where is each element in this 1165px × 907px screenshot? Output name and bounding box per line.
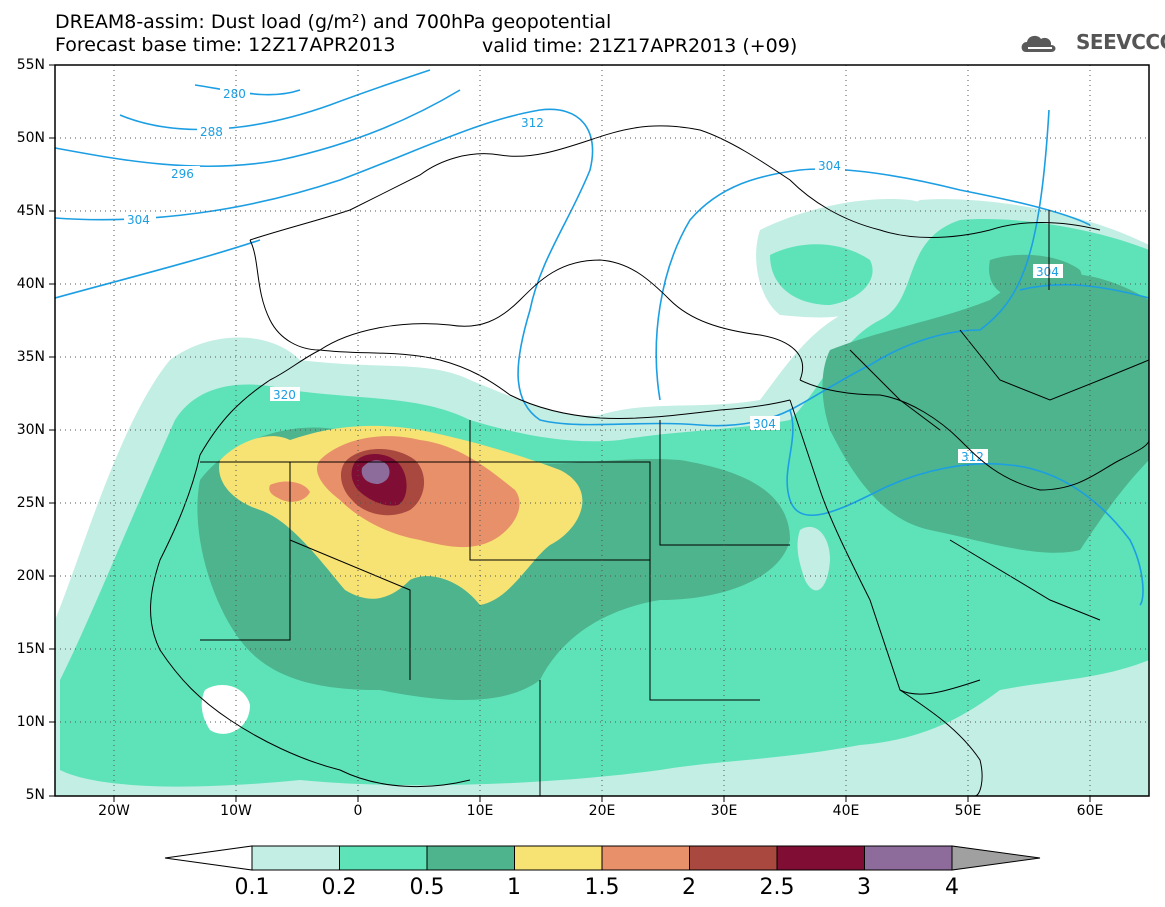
colorbar-bin-6 (689, 845, 778, 871)
no-dust-red-sea (797, 526, 830, 591)
contour-label-288: 288 (200, 125, 223, 139)
forecast-base-time: Forecast base time: 12Z17APR2013 (55, 34, 396, 56)
colorbar-under (164, 845, 253, 871)
colorbar-bin-7 (776, 845, 865, 871)
contour-label-304-caspian: 304 (1036, 265, 1059, 279)
colorbar-label-0.1: 0.1 (234, 875, 270, 900)
axis-ticks (49, 64, 1091, 802)
colorbar-bin-5 (601, 845, 690, 871)
dust-level-3 (361, 460, 390, 484)
colorbar-bin-2 (339, 845, 428, 871)
lat-label-50n: 50N (16, 130, 45, 146)
lon-label-0: 0 (353, 803, 363, 819)
contour-label-312: 312 (521, 116, 544, 130)
lon-label-40e: 40E (832, 803, 860, 819)
colorbar-label-2: 2 (682, 875, 696, 900)
contour-label-312-gulf: 312 (961, 450, 984, 464)
lon-label-20e: 20E (588, 803, 616, 819)
dust-level-0.2-north (770, 244, 873, 305)
colorbar-bin-1 (251, 845, 340, 871)
contour-label-280: 280 (223, 87, 246, 101)
contour-label-320: 320 (273, 388, 296, 402)
lat-label-15n: 15N (16, 641, 45, 657)
valid-time: valid time: 21Z17APR2013 (+09) (482, 35, 798, 57)
colorbar-label-2.5: 2.5 (759, 875, 795, 900)
coastlines (150, 125, 1149, 796)
contour-label-296: 296 (171, 167, 194, 181)
contour-labels: 280 288 296 304 312 304 304 304 320 312 (124, 86, 1063, 464)
colorbar-bin-8 (864, 845, 953, 871)
graticule (55, 65, 1149, 796)
colorbar-label-4: 4 (945, 875, 959, 900)
lat-label-55n: 55N (16, 57, 45, 73)
geopotential-contours (55, 69, 1149, 606)
colorbar-bin-4 (514, 845, 603, 871)
lon-label-20w: 20W (98, 803, 130, 819)
logo-text: SEEVCCC (1076, 30, 1165, 54)
no-dust-west-africa (201, 685, 250, 734)
lat-label-20n: 20N (16, 568, 45, 584)
lat-label-35n: 35N (16, 349, 45, 365)
lat-label-30n: 30N (16, 422, 45, 438)
lon-label-10e: 10E (466, 803, 494, 819)
lon-label-10w: 10W (220, 803, 252, 819)
colorbar-bin-3 (426, 845, 515, 871)
colorbar-label-3: 3 (857, 875, 871, 900)
colorbar-over (951, 845, 1041, 871)
colorbar-label-1.5: 1.5 (584, 875, 620, 900)
cloud-logo-icon (1021, 35, 1056, 52)
lat-label-10n: 10N (16, 714, 45, 730)
contour-label-304-egypt: 304 (753, 417, 776, 431)
contour-label-304: 304 (127, 213, 150, 227)
lon-label-60e: 60E (1076, 803, 1104, 819)
map-title: DREAM8-assim: Dust load (g/m²) and 700hP… (55, 11, 612, 33)
colorbar-label-0.2: 0.2 (321, 875, 357, 900)
colorbar (164, 845, 1041, 871)
lat-label-40n: 40N (16, 276, 45, 292)
contour-label-304-north: 304 (818, 159, 841, 173)
colorbar-label-0.5: 0.5 (409, 875, 445, 900)
colorbar-label-1: 1 (507, 875, 521, 900)
lon-label-50e: 50E (954, 803, 982, 819)
lat-label-25n: 25N (16, 495, 45, 511)
lat-label-45n: 45N (16, 203, 45, 219)
lon-label-30e: 30E (710, 803, 738, 819)
lat-label-5n: 5N (25, 787, 45, 803)
